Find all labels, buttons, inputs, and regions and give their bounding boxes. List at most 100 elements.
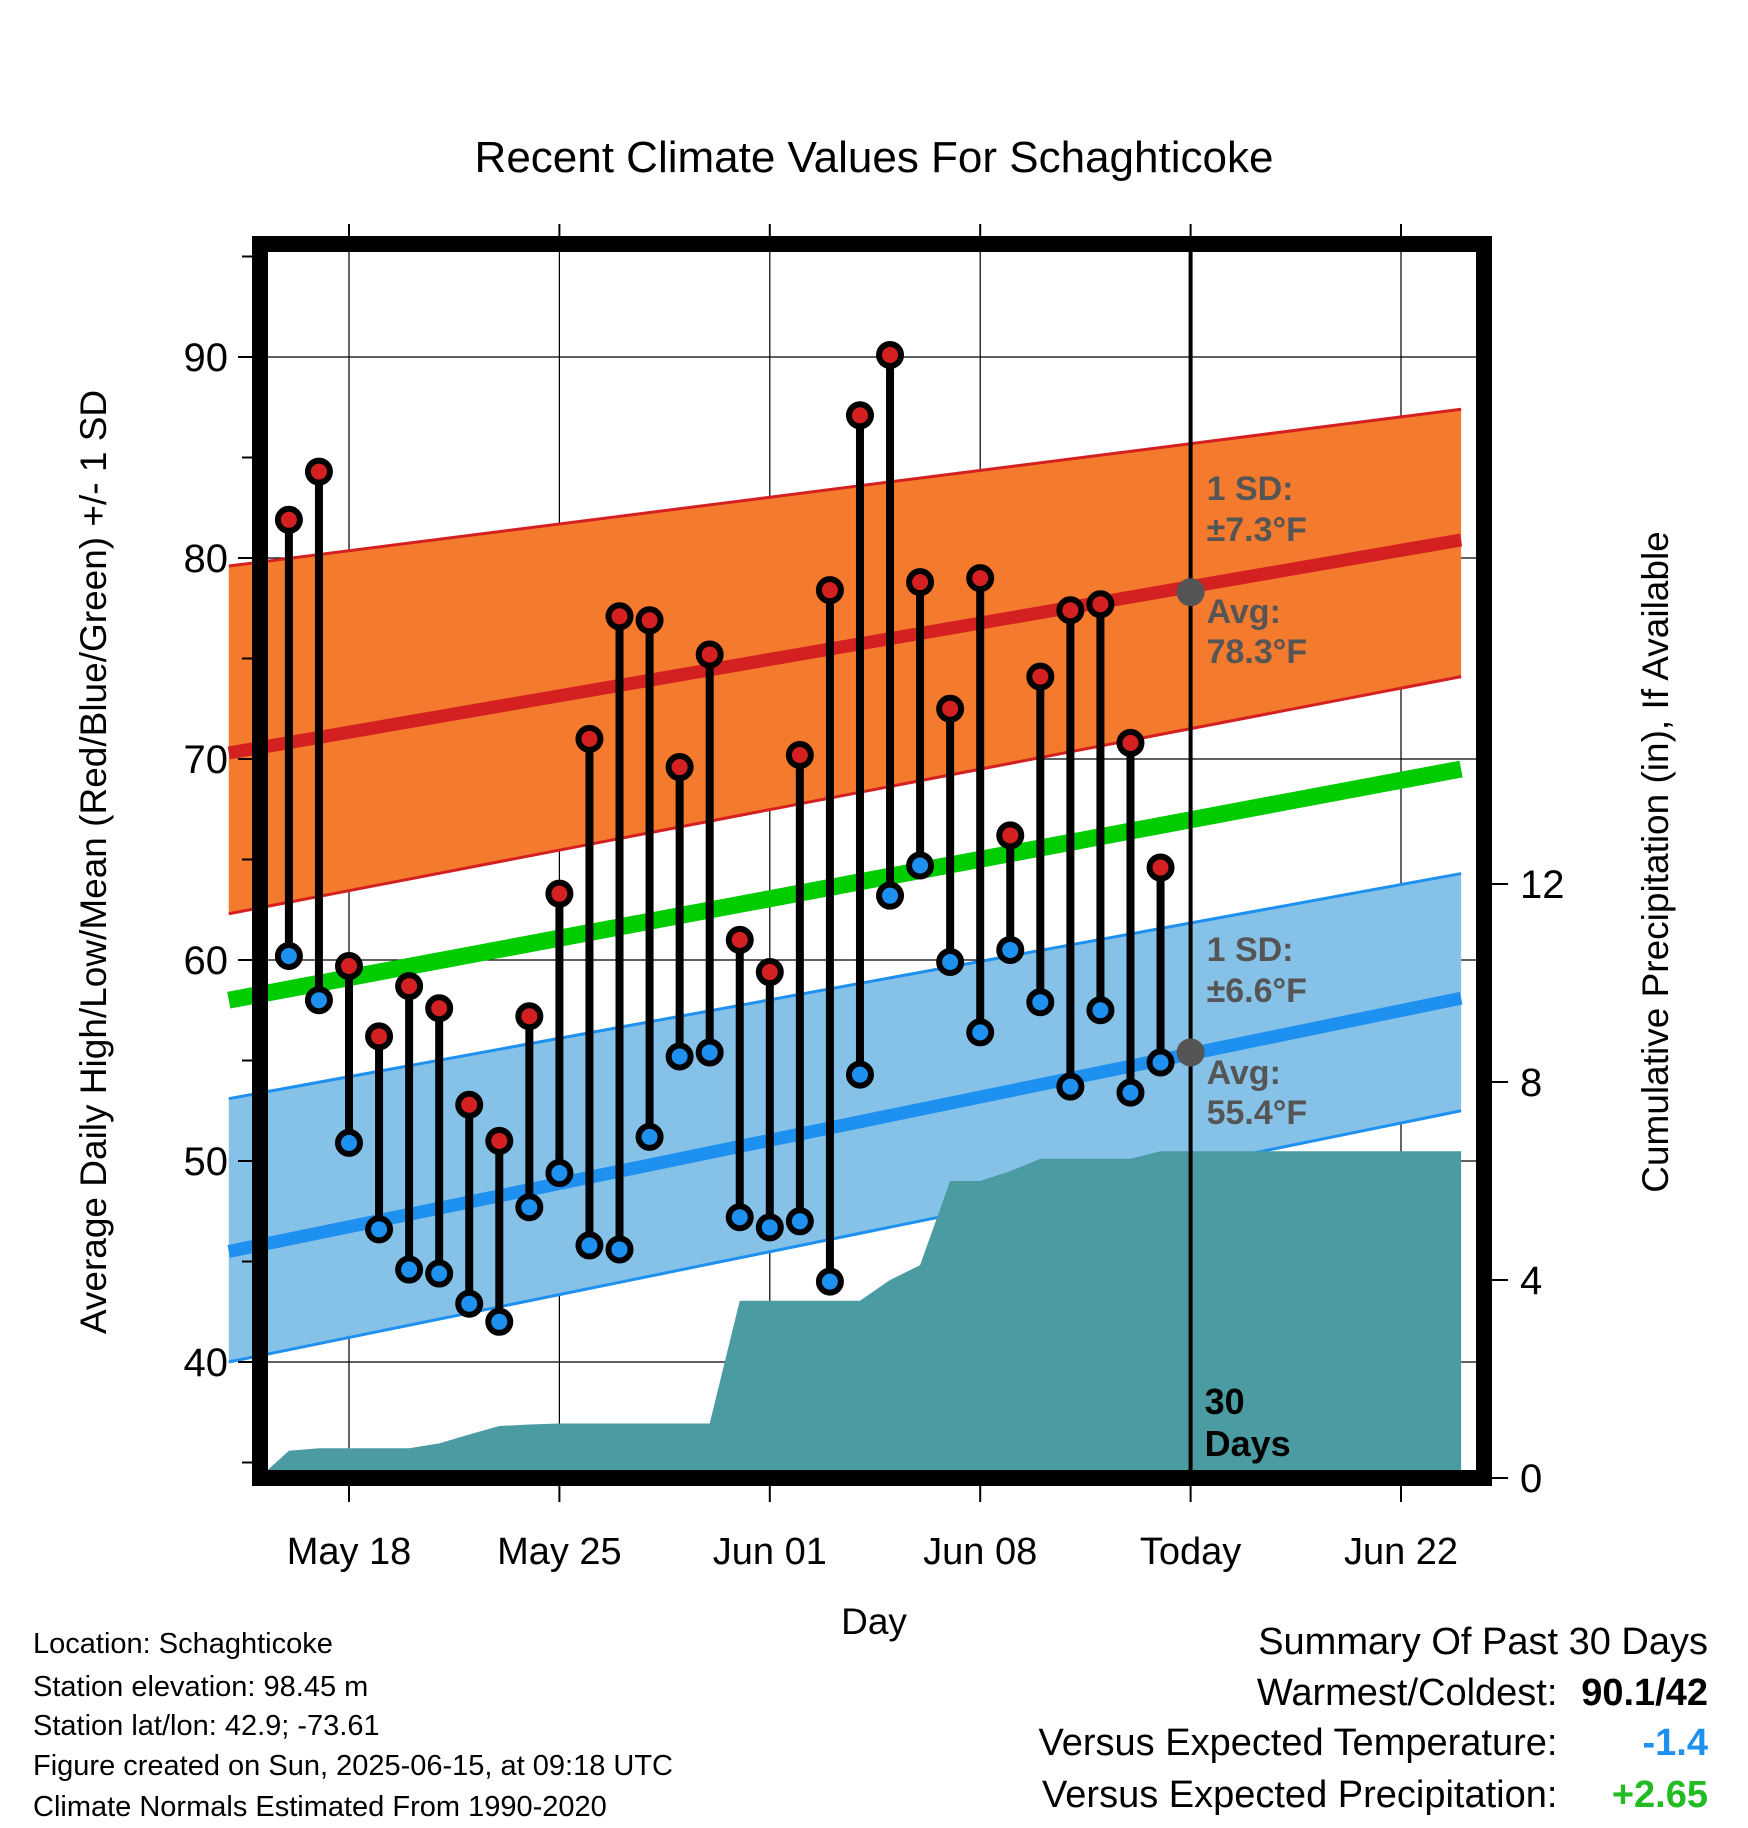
low-point <box>1116 1078 1145 1107</box>
high-point <box>755 958 784 987</box>
meta-latlon: Station lat/lon: 42.9; -73.61 <box>33 1710 380 1742</box>
y-tick-label: 60 <box>184 939 229 983</box>
y2-axis-label: Cumulative Precipitation (in), If Availa… <box>1635 531 1676 1193</box>
y-tick-label: 40 <box>184 1341 229 1385</box>
x-tick-label: May 18 <box>287 1531 412 1573</box>
low-point <box>635 1122 664 1151</box>
y-tick-label: 70 <box>184 738 229 782</box>
summary-title: Summary Of Past 30 Days <box>1258 1621 1708 1663</box>
low-point <box>485 1307 514 1336</box>
low-point <box>1026 988 1055 1017</box>
low-point <box>575 1231 604 1260</box>
high-point <box>845 401 874 430</box>
low-sd-band-upper-edge <box>228 872 1462 1101</box>
low-avg-value: 55.4°F <box>1207 1094 1308 1132</box>
high-point <box>365 1022 394 1051</box>
high-point <box>996 821 1025 850</box>
x-tick-label: Jun 22 <box>1344 1531 1458 1573</box>
y-tick-label: 80 <box>184 537 229 581</box>
low-point <box>545 1159 574 1188</box>
y2-tick-label: 8 <box>1520 1061 1542 1105</box>
low-point <box>845 1060 874 1089</box>
high-avg-label: Avg: <box>1207 593 1281 631</box>
high-point <box>876 340 905 369</box>
summary-warmest-row: Warmest/Coldest: 90.1/42 <box>1257 1672 1708 1715</box>
low-point <box>304 986 333 1015</box>
y2-tick-label: 0 <box>1520 1457 1542 1501</box>
summary-warmest-label: Warmest/Coldest: <box>1256 1672 1558 1714</box>
high-sd-band <box>228 409 1462 914</box>
days-label-line1: 30 <box>1205 1381 1245 1422</box>
summary-precip-label: Versus Expected Precipitation: <box>1042 1774 1558 1816</box>
high-point <box>515 1002 544 1031</box>
x-tick-label: May 25 <box>497 1531 622 1573</box>
low-point <box>755 1213 784 1242</box>
plot-frame <box>252 236 1492 1486</box>
low-point <box>695 1038 724 1067</box>
high-point <box>966 564 995 593</box>
high-point <box>304 457 333 486</box>
high-point <box>605 602 634 631</box>
high-avg-value: 78.3°F <box>1207 633 1308 671</box>
days-label-line2: Days <box>1205 1423 1291 1464</box>
high-point <box>635 606 664 635</box>
meta-elevation: Station elevation: 98.45 m <box>33 1671 369 1703</box>
summary-warmest-value: 90.1/42 <box>1581 1672 1708 1714</box>
high-point <box>274 505 303 534</box>
low-point <box>605 1235 634 1264</box>
meta-normals: Climate Normals Estimated From 1990-2020 <box>33 1791 607 1823</box>
low-point <box>425 1259 454 1288</box>
low-point <box>936 948 965 977</box>
y-tick-label: 90 <box>184 336 229 380</box>
high-sd-band-lower-edge <box>228 675 1462 916</box>
axes: 40 50 60 70 80 90 0 4 8 12 May 18 May 25 Jun 01 Jun 0… <box>184 224 1565 1573</box>
high-point <box>906 568 935 597</box>
high-point <box>545 879 574 908</box>
summary-temp-label: Versus Expected Temperature: <box>1038 1722 1558 1764</box>
y-axis-label: Average Daily High/Low/Mean (Red/Blue/Gr… <box>73 390 114 1334</box>
high-point <box>936 694 965 723</box>
normal-bands <box>228 407 1462 1364</box>
high-point <box>575 724 604 753</box>
low-point <box>815 1267 844 1296</box>
low-point <box>876 881 905 910</box>
summary-precip-row: Versus Expected Precipitation: +2.65 <box>1042 1774 1708 1817</box>
summary-temp-row: Versus Expected Temperature: -1.4 <box>1039 1722 1708 1765</box>
high-point <box>725 925 754 954</box>
precip-area <box>243 1151 1462 1478</box>
low-point <box>395 1255 424 1284</box>
x-tick-label: Jun 01 <box>713 1531 827 1573</box>
y2-tick-label: 12 <box>1520 863 1565 907</box>
high-avg-today-marker <box>1176 578 1205 607</box>
high-point <box>425 994 454 1023</box>
summary-precip-value: +2.65 <box>1611 1774 1708 1816</box>
low-point <box>274 941 303 970</box>
high-point <box>1146 853 1175 882</box>
low-point <box>365 1215 394 1244</box>
low-sd-band <box>228 873 1462 1362</box>
low-avg-line <box>227 991 1463 1258</box>
normal-lines <box>227 244 1463 1478</box>
low-point <box>1086 996 1115 1025</box>
low-point <box>906 851 935 880</box>
low-sd-label: 1 SD: <box>1207 931 1294 969</box>
low-point <box>966 1018 995 1047</box>
mean-avg-line <box>227 760 1463 1009</box>
high-point <box>815 576 844 605</box>
low-point <box>335 1128 363 1157</box>
high-avg-line <box>227 533 1463 760</box>
low-point <box>455 1289 484 1318</box>
low-avg-today-marker <box>1176 1038 1205 1067</box>
low-point <box>665 1042 694 1071</box>
high-point <box>395 972 424 1001</box>
x-tick-label: Jun 08 <box>923 1531 1037 1573</box>
y2-tick-label: 4 <box>1520 1259 1542 1303</box>
low-point <box>785 1207 814 1236</box>
low-sd-value: ±6.6°F <box>1207 972 1307 1010</box>
chart-title: Recent Climate Values For Schaghticoke <box>475 133 1274 182</box>
high-point <box>1116 728 1145 757</box>
high-sd-value: ±7.3°F <box>1207 511 1307 549</box>
high-point <box>1056 596 1085 625</box>
